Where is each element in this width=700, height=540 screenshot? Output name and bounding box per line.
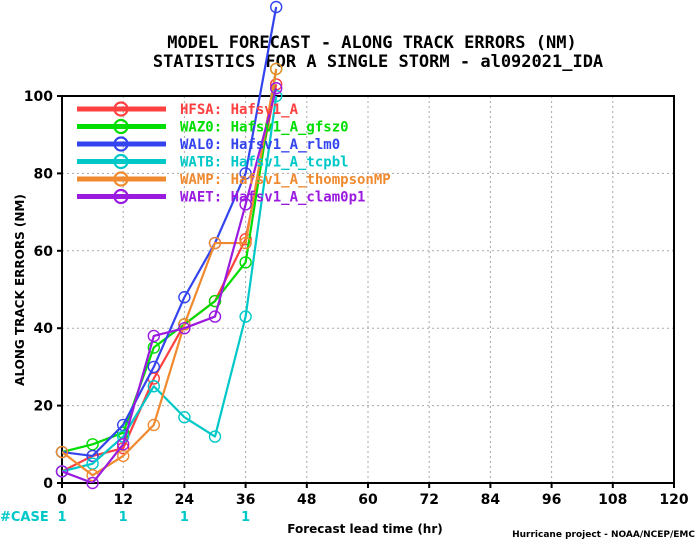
legend-label: WATB: Hafsv1_A_tcpbl	[180, 155, 349, 171]
legend-item: WAL0: Hafsv1_A_rlm0	[77, 136, 340, 153]
series-line	[62, 95, 278, 473]
y-tick-label: 20	[34, 399, 54, 415]
data-point	[239, 198, 252, 211]
data-point	[178, 291, 191, 304]
data-point	[86, 449, 99, 463]
data-point	[208, 430, 222, 443]
chart-title: MODEL FORECAST - ALONG TRACK ERRORS (NM)	[167, 33, 576, 53]
y-tick-label: 100	[24, 89, 53, 105]
case-label: #CASE	[0, 510, 49, 525]
data-point	[208, 310, 222, 323]
x-tick-label: 24	[175, 492, 195, 508]
credit-text: Hurricane project - NOAA/NCEP/EMC	[512, 530, 695, 540]
legend-label: WAET: Hafsv1_A_clam0p1	[180, 190, 365, 206]
legend-item: WAZ0: Hafsv1_A_gfsz0	[77, 118, 349, 136]
legend-label: WAMP: Hafsv1_A_thompsonMP	[180, 172, 391, 188]
y-tick-label: 60	[34, 244, 54, 260]
legend-item: WATB: Hafsv1_A_tcpbl	[77, 153, 349, 171]
data-point	[147, 329, 161, 343]
legend-swatch-marker	[113, 118, 129, 135]
series-layer	[55, 0, 283, 490]
x-tick-label: 96	[542, 492, 561, 508]
legend-swatch-marker	[113, 136, 129, 152]
data-point	[178, 322, 191, 335]
data-point	[178, 411, 191, 424]
case-count: 1	[180, 510, 189, 525]
x-tick-label: 72	[419, 492, 438, 508]
data-point	[239, 236, 252, 250]
legend-swatch-marker	[113, 101, 129, 117]
y-tick-label: 40	[34, 321, 54, 337]
grid	[62, 96, 674, 483]
x-tick-label: 36	[236, 492, 255, 508]
data-point	[270, 82, 283, 95]
series-line	[62, 6, 278, 458]
legend-item: WAET: Hafsv1_A_clam0p1	[77, 188, 365, 206]
series-5	[55, 82, 283, 490]
x-tick-label: 84	[481, 492, 501, 508]
data-point	[147, 418, 161, 432]
case-count: 1	[119, 510, 128, 525]
data-point	[86, 476, 99, 490]
legend: HFSA: Hafsv1_A WAZ0: Hafsv1_A_gfsz0WAL0: …	[77, 101, 391, 206]
data-point	[239, 310, 252, 323]
data-point	[147, 360, 161, 374]
legend-item: WAMP: Hafsv1_A_thompsonMP	[77, 171, 391, 188]
x-axis-label: Forecast lead time (hr)	[287, 522, 443, 536]
data-point	[178, 318, 191, 331]
chart-subtitle: STATISTICS FOR A SINGLE STORM - al092021…	[153, 52, 603, 72]
legend-label: WAL0: Hafsv1_A_rlm0	[180, 137, 340, 153]
x-tick-label: 120	[659, 492, 688, 508]
y-tick-label: 80	[34, 166, 54, 182]
data-point	[116, 438, 130, 451]
case-count: 1	[57, 510, 66, 525]
data-point	[208, 236, 222, 250]
y-tick-label: 0	[43, 476, 53, 492]
x-tick-label: 0	[57, 492, 67, 508]
data-point	[55, 465, 69, 478]
data-point	[239, 256, 252, 269]
y-axis-ticks: 0 20 40 60 80 100	[24, 89, 62, 492]
series-4	[55, 62, 283, 482]
y-axis-label: ALONG TRACK ERRORS (NM)	[13, 194, 27, 386]
legend-swatch-marker	[113, 153, 129, 170]
data-point	[239, 167, 252, 180]
data-point	[239, 232, 252, 246]
legend-swatch-marker	[113, 188, 129, 205]
x-tick-label: 60	[358, 492, 378, 508]
series-3	[55, 89, 283, 478]
data-point	[270, 0, 283, 14]
data-point	[147, 380, 161, 393]
series-line	[62, 87, 278, 483]
legend-label: HFSA: Hafsv1_A	[180, 102, 299, 118]
legend-swatch-marker	[113, 171, 129, 187]
legend-item: HFSA: Hafsv1_A	[77, 101, 299, 118]
case-counts: 1 1 1 1	[57, 510, 250, 525]
case-count: 1	[241, 510, 250, 525]
x-tick-label: 108	[598, 492, 627, 508]
data-point	[55, 445, 69, 459]
x-axis-ticks: 0 12 24 36 48 60 72 84 96 108 120	[57, 483, 689, 508]
data-point	[208, 294, 222, 308]
legend-label: WAZ0: Hafsv1_A_gfsz0	[180, 120, 349, 136]
x-tick-label: 48	[297, 492, 316, 508]
x-tick-label: 12	[113, 492, 132, 508]
data-point	[270, 62, 283, 76]
